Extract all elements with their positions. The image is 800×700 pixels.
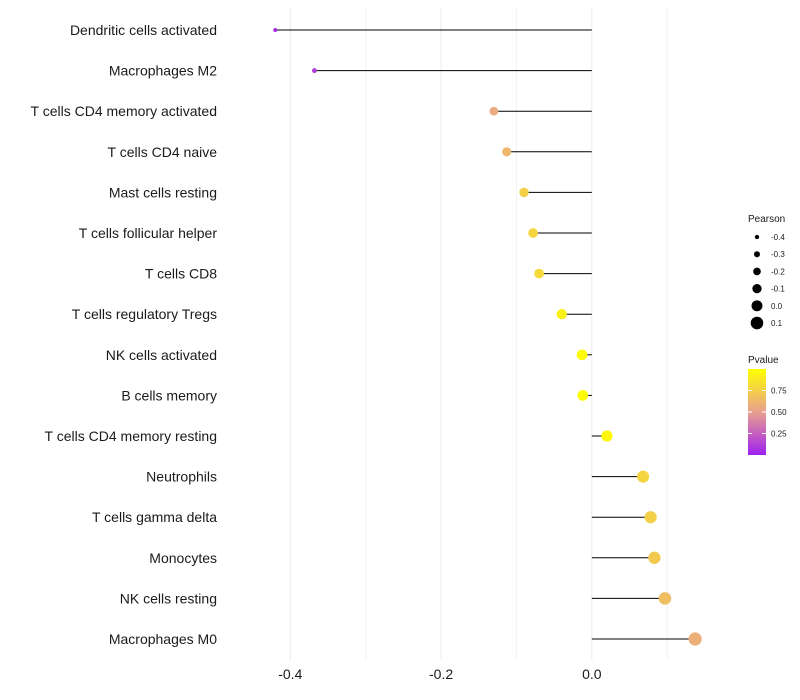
x-axis-ticks: -0.4 -0.2 0.0 [278, 666, 602, 682]
data-point [576, 349, 588, 361]
dots [273, 28, 702, 646]
data-point [502, 147, 512, 157]
size-legend-key [750, 316, 764, 330]
category-label: T cells gamma delta [92, 509, 217, 525]
size-legend-label: -0.4 [771, 233, 785, 242]
data-point [601, 430, 613, 442]
data-point [489, 106, 499, 116]
category-label: Neutrophils [146, 469, 217, 485]
category-label: T cells regulatory Tregs [72, 306, 217, 322]
data-point [688, 632, 702, 646]
stems [275, 29, 696, 640]
data-point [637, 470, 650, 483]
category-label: NK cells activated [106, 347, 217, 363]
category-label: T cells CD4 memory activated [31, 103, 217, 119]
category-label: NK cells resting [120, 590, 217, 606]
size-legend-key [753, 267, 761, 276]
size-legend-label: -0.3 [771, 250, 785, 259]
data-point [528, 228, 538, 238]
color-legend-label: 0.75 [771, 387, 787, 396]
category-label: Mast cells resting [109, 184, 217, 200]
pearson-size-legend: Pearson -0.4 -0.3 -0.2 -0.1 0.0 0.1 [748, 214, 785, 330]
x-tick-label: -0.2 [429, 666, 453, 682]
category-label: Macrophages M2 [109, 63, 217, 79]
size-legend-title: Pearson [748, 214, 785, 225]
data-point [312, 68, 317, 74]
category-label: T cells CD4 memory resting [45, 428, 217, 444]
category-label: T cells CD4 naive [108, 144, 218, 160]
category-label: Dendritic cells activated [70, 22, 217, 38]
data-point [273, 28, 278, 32]
size-legend-label: 0.0 [771, 302, 783, 311]
color-legend-title: Pvalue [748, 355, 779, 366]
color-legend-label: 0.50 [771, 408, 787, 417]
data-point [556, 309, 567, 320]
data-point [658, 592, 672, 605]
size-legend-label: -0.2 [771, 267, 785, 276]
size-legend-label: -0.1 [771, 285, 785, 294]
pvalue-color-legend: Pvalue 0.25 0.50 0.75 [748, 355, 787, 455]
category-label: B cells memory [121, 387, 217, 403]
category-label: T cells follicular helper [79, 225, 218, 241]
data-point [534, 268, 544, 279]
color-legend-label: 0.25 [771, 430, 787, 439]
category-labels: Dendritic cells activated Macrophages M2 T… [31, 22, 218, 647]
size-legend-key [754, 251, 760, 258]
category-label: T cells CD8 [145, 266, 217, 282]
data-point [648, 551, 661, 564]
size-legend-key [751, 300, 763, 312]
data-point [577, 390, 589, 401]
data-point [644, 511, 657, 524]
category-label: Monocytes [149, 550, 217, 566]
size-legend-key [754, 234, 760, 240]
grid [289, 8, 668, 660]
color-legend-bar [748, 369, 766, 455]
category-label: Macrophages M0 [109, 631, 217, 647]
x-tick-label: 0.0 [582, 666, 602, 682]
data-point [519, 187, 529, 198]
size-legend-label: 0.1 [771, 319, 783, 328]
size-legend-key [752, 283, 762, 294]
x-tick-label: -0.4 [278, 666, 302, 682]
